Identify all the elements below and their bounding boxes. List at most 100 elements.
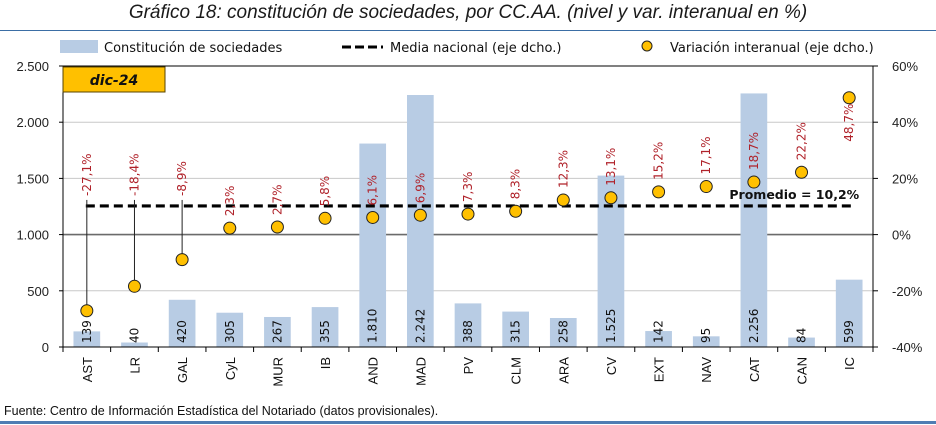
left-tick-label: 0 [42, 340, 49, 355]
category-label: LR [127, 357, 142, 374]
legend-dot-swatch [641, 40, 653, 52]
title-underline [0, 30, 936, 31]
right-tick-label: -40% [892, 340, 923, 355]
variation-dot [699, 180, 713, 194]
legend: Constitución de sociedades Media naciona… [60, 40, 874, 56]
period-badge: dic-24 [62, 66, 166, 93]
footer-rule [0, 421, 936, 424]
period-badge-text: dic-24 [90, 73, 138, 89]
bar [73, 331, 101, 347]
variation-label: 15,2% [652, 142, 666, 180]
category-label: AST [80, 357, 95, 382]
bar [835, 279, 863, 347]
right-tick-label: -20% [892, 284, 923, 299]
category-label: EXT [652, 357, 667, 382]
left-tick-label: 500 [27, 284, 49, 299]
category-label: CAT [747, 357, 762, 382]
bar-value-label: 315 [509, 320, 523, 343]
left-tick-label: 1.500 [16, 171, 49, 186]
variation-dot [747, 175, 761, 189]
leader-lines [86, 199, 183, 311]
variation-dot [366, 210, 380, 224]
variation-label: 18,7% [747, 132, 761, 170]
bar [359, 143, 387, 347]
variation-dot [842, 91, 856, 105]
category-label: MAD [413, 357, 428, 386]
legend-line-label: Media nacional (eje dcho.) [390, 41, 561, 56]
bar [502, 311, 529, 347]
bar-value-label: 388 [461, 320, 475, 343]
category-label: MUR [270, 357, 285, 387]
left-tick-label: 1.000 [16, 228, 49, 243]
category-label: CLM [509, 357, 524, 384]
bar-value-label: 305 [223, 320, 237, 343]
gridlines [63, 65, 873, 292]
category-labels: AST LR GAL CyL MUR IB AND MAD PV CLM ARA CV EXT NAV CA… [80, 357, 857, 387]
variation-dot [223, 221, 237, 235]
category-label: IC [842, 357, 857, 370]
bar-value-label: 84 [795, 328, 809, 343]
right-tick-label: 20% [892, 171, 918, 186]
left-axis-ticks: 0 500 1.000 1.500 2.000 2.500 [16, 59, 63, 355]
variation-dot [413, 208, 427, 222]
bar [168, 299, 196, 347]
bar-value-label: 2.242 [413, 309, 427, 343]
bar [311, 307, 339, 347]
variation-dot [270, 220, 284, 234]
bar-value-label: 1.810 [366, 309, 380, 343]
bar [121, 342, 148, 347]
variation-label: 2,3% [223, 186, 237, 217]
bar-value-label: 420 [175, 320, 189, 343]
variation-dot [461, 207, 475, 221]
bar-value-label: 258 [556, 320, 570, 343]
variation-dot [127, 279, 141, 293]
bar-series [73, 93, 863, 347]
category-label: CAN [795, 357, 810, 384]
variation-label: 17,1% [699, 136, 713, 174]
variation-dot [80, 304, 94, 318]
axes [62, 66, 874, 352]
left-tick-label: 2.000 [16, 115, 49, 130]
media-annotation: Promedio = 10,2% [729, 187, 859, 202]
variation-dot [175, 253, 189, 267]
category-label: CyL [223, 357, 238, 380]
variation-dot [318, 211, 332, 225]
variation-label: 48,7% [842, 104, 856, 142]
variation-dot [795, 165, 809, 179]
bar-value-label: 142 [652, 320, 666, 343]
bar [645, 331, 672, 347]
bar [549, 318, 577, 347]
scatter-series [80, 91, 856, 318]
bar [692, 336, 720, 347]
right-tick-label: 0% [892, 228, 911, 243]
variation-label: 6,1% [366, 175, 380, 206]
bar-value-label: 267 [270, 320, 284, 343]
variation-label: 5,8% [318, 176, 332, 207]
variation-label: -18,4% [127, 153, 141, 195]
variation-label: 8,3% [509, 169, 523, 200]
variation-label: 13,1% [604, 148, 618, 186]
variation-label: 2,7% [270, 185, 284, 216]
variation-label: 12,3% [556, 150, 570, 188]
legend-bar-swatch [60, 40, 98, 53]
right-axis-ticks: -40% -20% 0% 20% 40% 60% [873, 59, 923, 355]
chart: 139 40 420 305 267 355 1.810 2.242 388 315 258 1.52… [16, 40, 923, 387]
variation-dot [556, 193, 570, 207]
category-label: PV [461, 357, 476, 375]
variation-label: -8,9% [175, 161, 189, 196]
bar-value-label: 599 [842, 320, 856, 343]
bar-value-label: 2.256 [747, 309, 761, 343]
bar [454, 303, 482, 347]
pct-labels: -27,1% -18,4% -8,9% 2,3% 2,7% 5,8% 6,1% 6,9% 7,3… [80, 104, 856, 217]
bar-value-label: 40 [127, 328, 141, 343]
bar-value-label: 1.525 [604, 309, 618, 343]
variation-label: 6,9% [413, 173, 427, 204]
variation-dot [509, 204, 523, 218]
variation-label: 22,2% [795, 122, 809, 160]
bar [740, 93, 768, 347]
variation-dot [604, 191, 618, 205]
right-tick-label: 40% [892, 115, 918, 130]
category-label: GAL [175, 357, 190, 383]
variation-label: 7,3% [461, 172, 475, 203]
category-label: CV [604, 357, 619, 375]
